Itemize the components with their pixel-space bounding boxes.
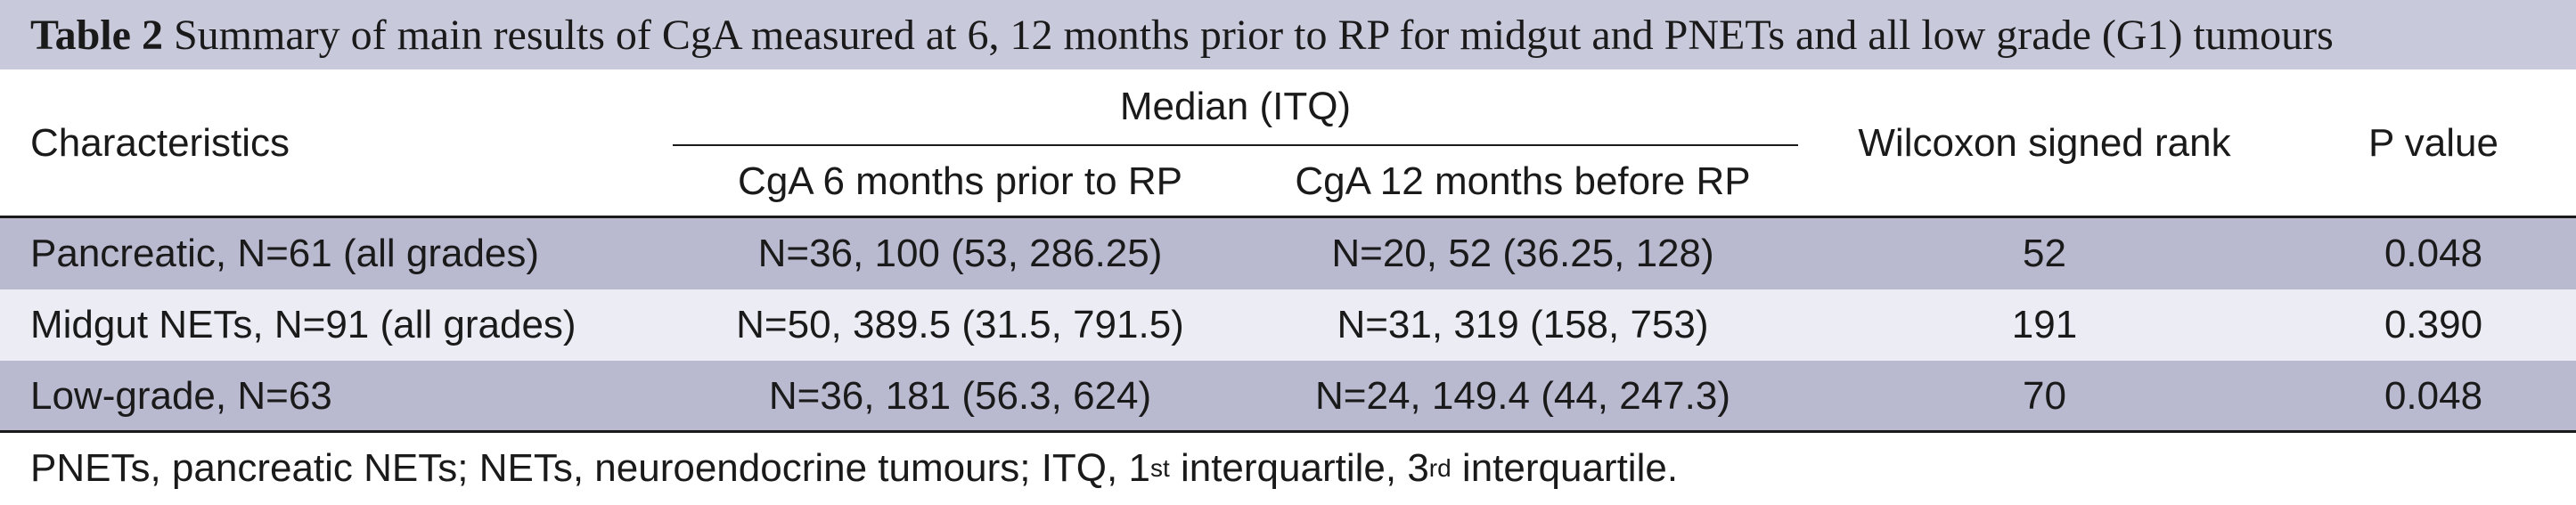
cell-characteristic: Midgut NETs, N=91 (all grades) bbox=[30, 303, 577, 346]
cell-cga-12: N=24, 149.4 (44, 247.3) bbox=[1315, 373, 1730, 418]
header-median-group: Median (ITQ) bbox=[1119, 85, 1352, 128]
cell-wilcoxon: 70 bbox=[2023, 373, 2066, 418]
cell-characteristic: Pancreatic, N=61 (all grades) bbox=[30, 232, 540, 275]
header-cga-6-months: CgA 6 months prior to RP bbox=[738, 159, 1182, 203]
cell-cga-6: N=36, 181 (56.3, 624) bbox=[768, 373, 1152, 418]
cell-cga-12: N=31, 319 (158, 753) bbox=[1337, 303, 1709, 346]
cell-p-value: 0.048 bbox=[2384, 373, 2483, 418]
cell-cga-12: N=20, 52 (36.25, 128) bbox=[1331, 232, 1714, 275]
cell-wilcoxon: 191 bbox=[2011, 303, 2078, 346]
table-caption-text: Summary of main results of CgA measured … bbox=[173, 11, 2334, 59]
table-header: Characteristics Median (ITQ) CgA 6 month… bbox=[0, 69, 2576, 216]
footer-rule bbox=[0, 430, 2576, 433]
header-characteristics: Characteristics bbox=[30, 120, 290, 165]
cell-p-value: 0.048 bbox=[2384, 232, 2483, 275]
group-underline bbox=[673, 144, 1798, 146]
header-wilcoxon: Wilcoxon signed rank bbox=[1858, 120, 2231, 165]
table-row: Midgut NETs, N=91 (all grades) N=50, 389… bbox=[0, 289, 2576, 361]
table-caption: Table 2 Summary of main results of CgA m… bbox=[0, 0, 2576, 69]
cell-characteristic: Low-grade, N=63 bbox=[30, 373, 332, 418]
table-footnote: PNETs, pancreatic NETs; NETs, neuroendoc… bbox=[30, 445, 1679, 490]
footnote-text-3: interquartile. bbox=[1451, 445, 1679, 490]
footnote-text-2: interquartile, 3 bbox=[1169, 445, 1429, 490]
footnote-text-1: PNETs, pancreatic NETs; NETs, neuroendoc… bbox=[30, 445, 1150, 490]
header-p-value: P value bbox=[2368, 120, 2498, 165]
table-row: Pancreatic, N=61 (all grades) N=36, 100 … bbox=[0, 218, 2576, 289]
results-table: Characteristics Median (ITQ) CgA 6 month… bbox=[0, 69, 2576, 505]
header-cga-12-months: CgA 12 months before RP bbox=[1295, 159, 1751, 203]
cell-p-value: 0.390 bbox=[2384, 303, 2483, 346]
cell-cga-6: N=50, 389.5 (31.5, 791.5) bbox=[736, 303, 1184, 346]
table-label: Table 2 bbox=[30, 11, 163, 59]
table-row: Low-grade, N=63 N=36, 181 (56.3, 624) N=… bbox=[0, 361, 2576, 432]
cell-wilcoxon: 52 bbox=[2023, 232, 2066, 275]
header-rule bbox=[0, 216, 2576, 218]
cell-cga-6: N=36, 100 (53, 286.25) bbox=[757, 232, 1163, 275]
